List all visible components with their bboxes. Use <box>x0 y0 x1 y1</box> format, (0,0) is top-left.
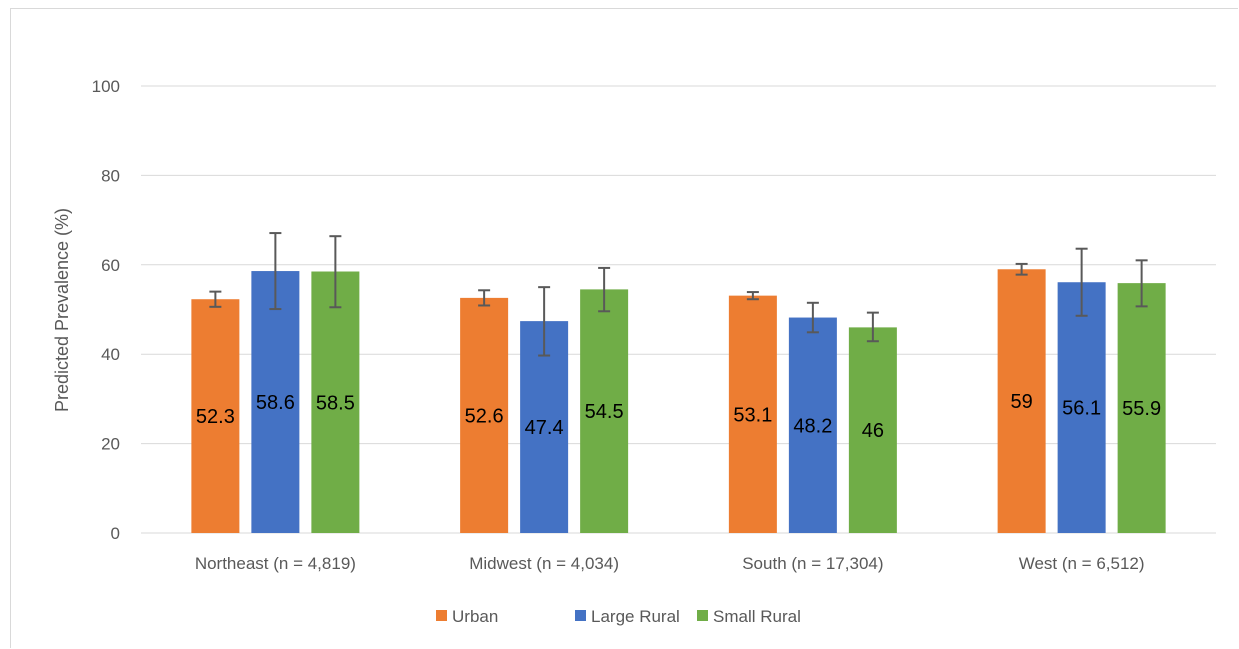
bar <box>728 295 777 533</box>
legend: Urban Large Rural Small Rural <box>436 607 801 626</box>
y-tick-label: 0 <box>111 524 120 543</box>
legend-item: Urban <box>436 607 498 626</box>
data-label: 46 <box>862 420 884 442</box>
x-category-label: Northeast (n = 4,819) <box>195 554 356 573</box>
data-label: 55.9 <box>1122 398 1161 420</box>
bar <box>311 271 360 533</box>
legend-swatch <box>575 610 586 621</box>
y-axis-title: Predicted Prevalence (%) <box>52 208 72 412</box>
legend-item: Small Rural <box>697 607 801 626</box>
y-tick-label: 40 <box>101 345 120 364</box>
legend-swatch <box>436 610 447 621</box>
y-tick-label: 80 <box>101 166 120 185</box>
bar <box>1057 282 1106 533</box>
x-category-label: South (n = 17,304) <box>742 554 883 573</box>
x-axis-categories: Northeast (n = 4,819) Midwest (n = 4,034)… <box>195 554 1145 573</box>
data-label: 52.3 <box>196 406 235 428</box>
bar <box>1117 283 1166 533</box>
legend-label: Large Rural <box>591 607 680 626</box>
data-labels: 52.3 58.6 58.5 52.6 47.4 54.5 53.1 48.2 46 59 56.1… <box>196 391 1161 442</box>
data-label: 59 <box>1011 391 1033 413</box>
data-label: 48.2 <box>793 415 832 437</box>
y-tick-label: 100 <box>92 77 120 96</box>
y-tick-label: 60 <box>101 256 120 275</box>
legend-swatch <box>697 610 708 621</box>
y-tick-label: 20 <box>101 435 120 454</box>
legend-label: Small Rural <box>713 607 801 626</box>
y-axis-ticks: 0 20 40 60 80 100 <box>92 77 120 543</box>
bar <box>251 271 300 533</box>
bars <box>191 269 1166 533</box>
data-label: 56.1 <box>1062 398 1101 420</box>
bar <box>997 269 1046 533</box>
data-label: 54.5 <box>585 401 624 423</box>
x-category-label: Midwest (n = 4,034) <box>469 554 619 573</box>
x-category-label: West (n = 6,512) <box>1019 554 1145 573</box>
bar <box>848 327 897 533</box>
chart-frame <box>10 8 1238 648</box>
data-label: 52.6 <box>465 405 504 427</box>
bar <box>460 297 509 533</box>
bar <box>788 317 837 533</box>
data-label: 58.6 <box>256 392 295 414</box>
data-label: 58.5 <box>316 392 355 414</box>
data-label: 47.4 <box>525 417 564 439</box>
bar <box>191 299 240 533</box>
data-label: 53.1 <box>733 404 772 426</box>
legend-label: Urban <box>452 607 498 626</box>
bar <box>580 289 629 533</box>
grid-lines <box>141 85 1216 534</box>
legend-item: Large Rural <box>575 607 680 626</box>
error-bars <box>209 232 1148 357</box>
